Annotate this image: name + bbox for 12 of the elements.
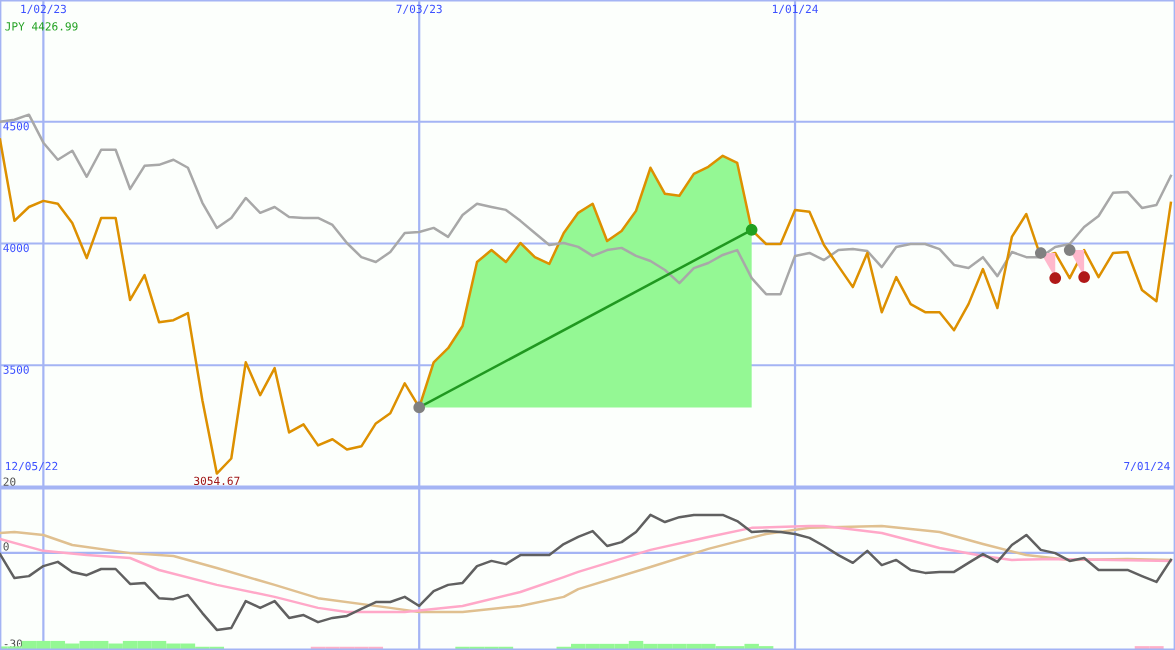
y-tick-label: 3500 bbox=[3, 365, 29, 374]
annotation: JPY 4426.99 bbox=[5, 22, 78, 31]
y-tick-label: 20 bbox=[3, 477, 16, 486]
y-tick-label: 4000 bbox=[3, 243, 29, 253]
x-tick-label: 1/01/24 bbox=[772, 4, 818, 14]
annotation: 7/01/24 bbox=[1124, 461, 1170, 472]
x-tick-label: 1/02/23 bbox=[21, 4, 66, 14]
annotation: 12/05/22 bbox=[6, 461, 58, 472]
y-tick-label: 0 bbox=[3, 542, 9, 551]
annotation: 3054.67 bbox=[194, 476, 240, 486]
x-tick-label: 7/03/23 bbox=[396, 4, 442, 14]
y-tick-label: 4500 bbox=[3, 122, 29, 131]
